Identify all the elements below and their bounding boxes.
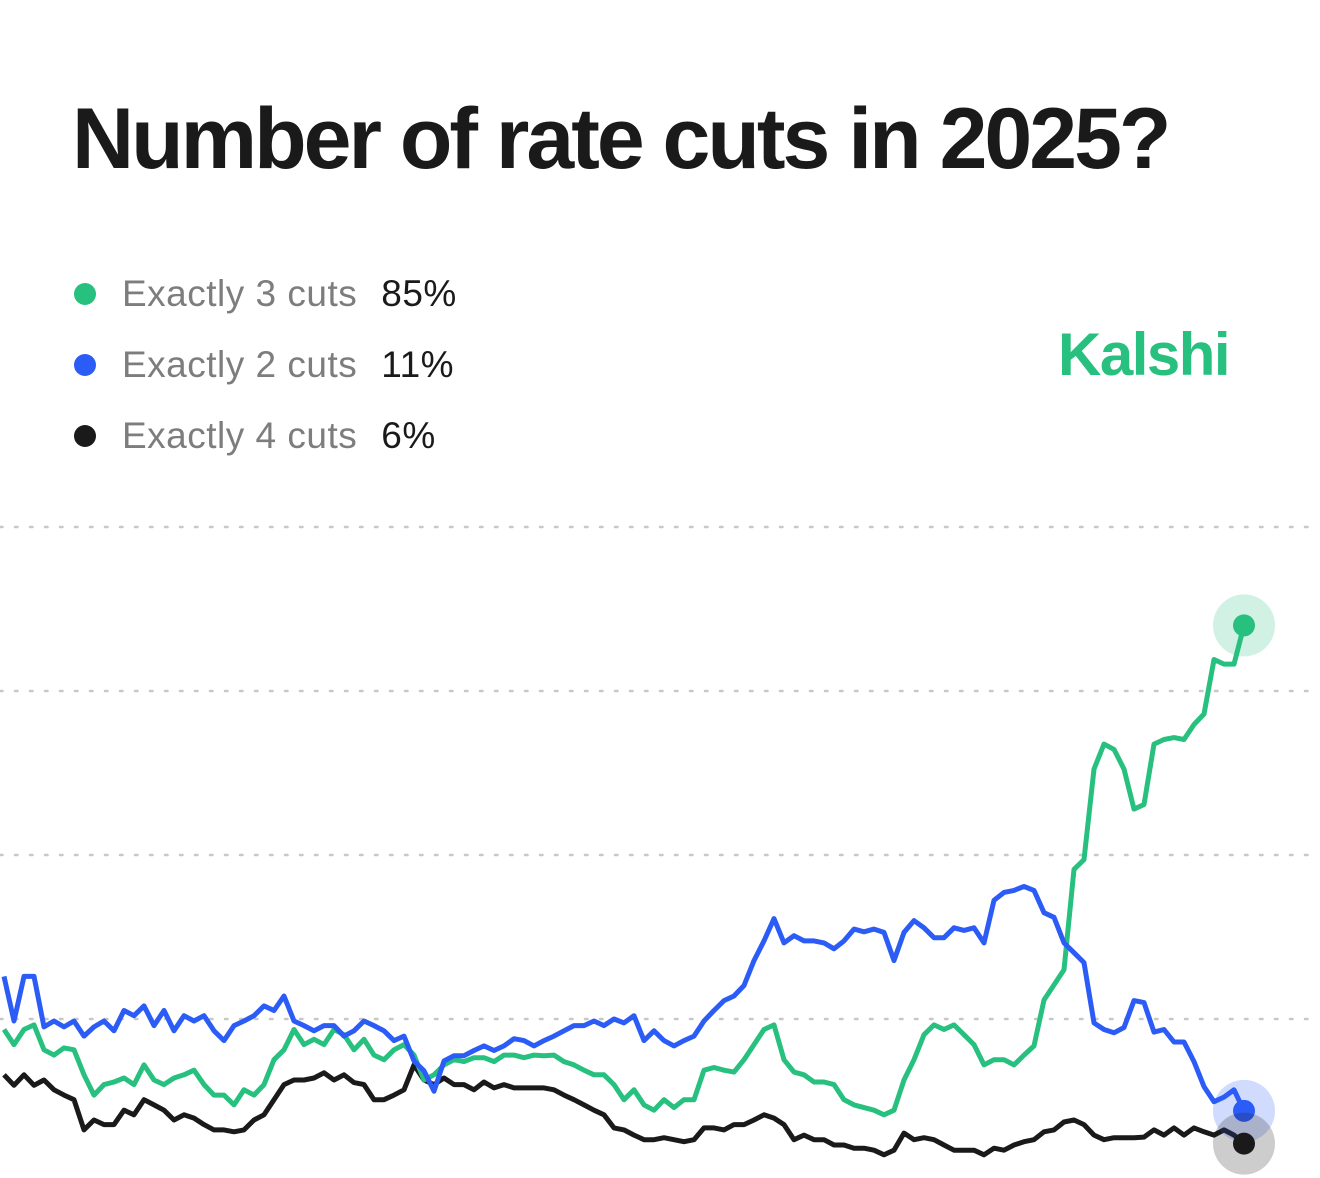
- endpoint-dot-exactly-3-cuts: [1233, 614, 1255, 637]
- endpoint-dot-exactly-2-cuts: [1233, 1099, 1255, 1122]
- legend-item-3-cuts: Exactly 3 cuts 85%: [72, 258, 457, 329]
- legend-value: 85%: [381, 272, 457, 314]
- kalshi-logo: Kalshi: [1058, 321, 1231, 388]
- page-title: Number of rate cuts in 2025?: [72, 91, 1171, 187]
- series-line-exactly-3-cuts: [1, 624, 1247, 1118]
- legend-value: 11%: [381, 343, 455, 385]
- legend-item-4-cuts: Exactly 4 cuts 6%: [72, 400, 457, 471]
- blue-dot-icon: [74, 353, 96, 376]
- green-dot-icon: [74, 282, 96, 305]
- black-dot-icon: [74, 424, 96, 447]
- legend-label: Exactly 2 cuts: [122, 343, 358, 385]
- series-line-exactly-2-cuts: [1, 884, 1247, 1112]
- legend-value: 6%: [381, 414, 436, 456]
- series-lines: [1, 624, 1247, 1158]
- gridlines: [0, 525, 1320, 1021]
- legend-label: Exactly 3 cuts: [122, 272, 358, 314]
- legend-item-2-cuts: Exactly 2 cuts 11%: [72, 329, 457, 400]
- endpoint-dot-exactly-4-cuts: [1233, 1132, 1255, 1155]
- endpoint-markers: [1213, 594, 1275, 1175]
- series-line-exactly-4-cuts: [2, 1062, 1246, 1158]
- legend: Exactly 3 cuts 85% Exactly 2 cuts 11% Ex…: [72, 258, 457, 471]
- legend-label: Exactly 4 cuts: [122, 414, 358, 456]
